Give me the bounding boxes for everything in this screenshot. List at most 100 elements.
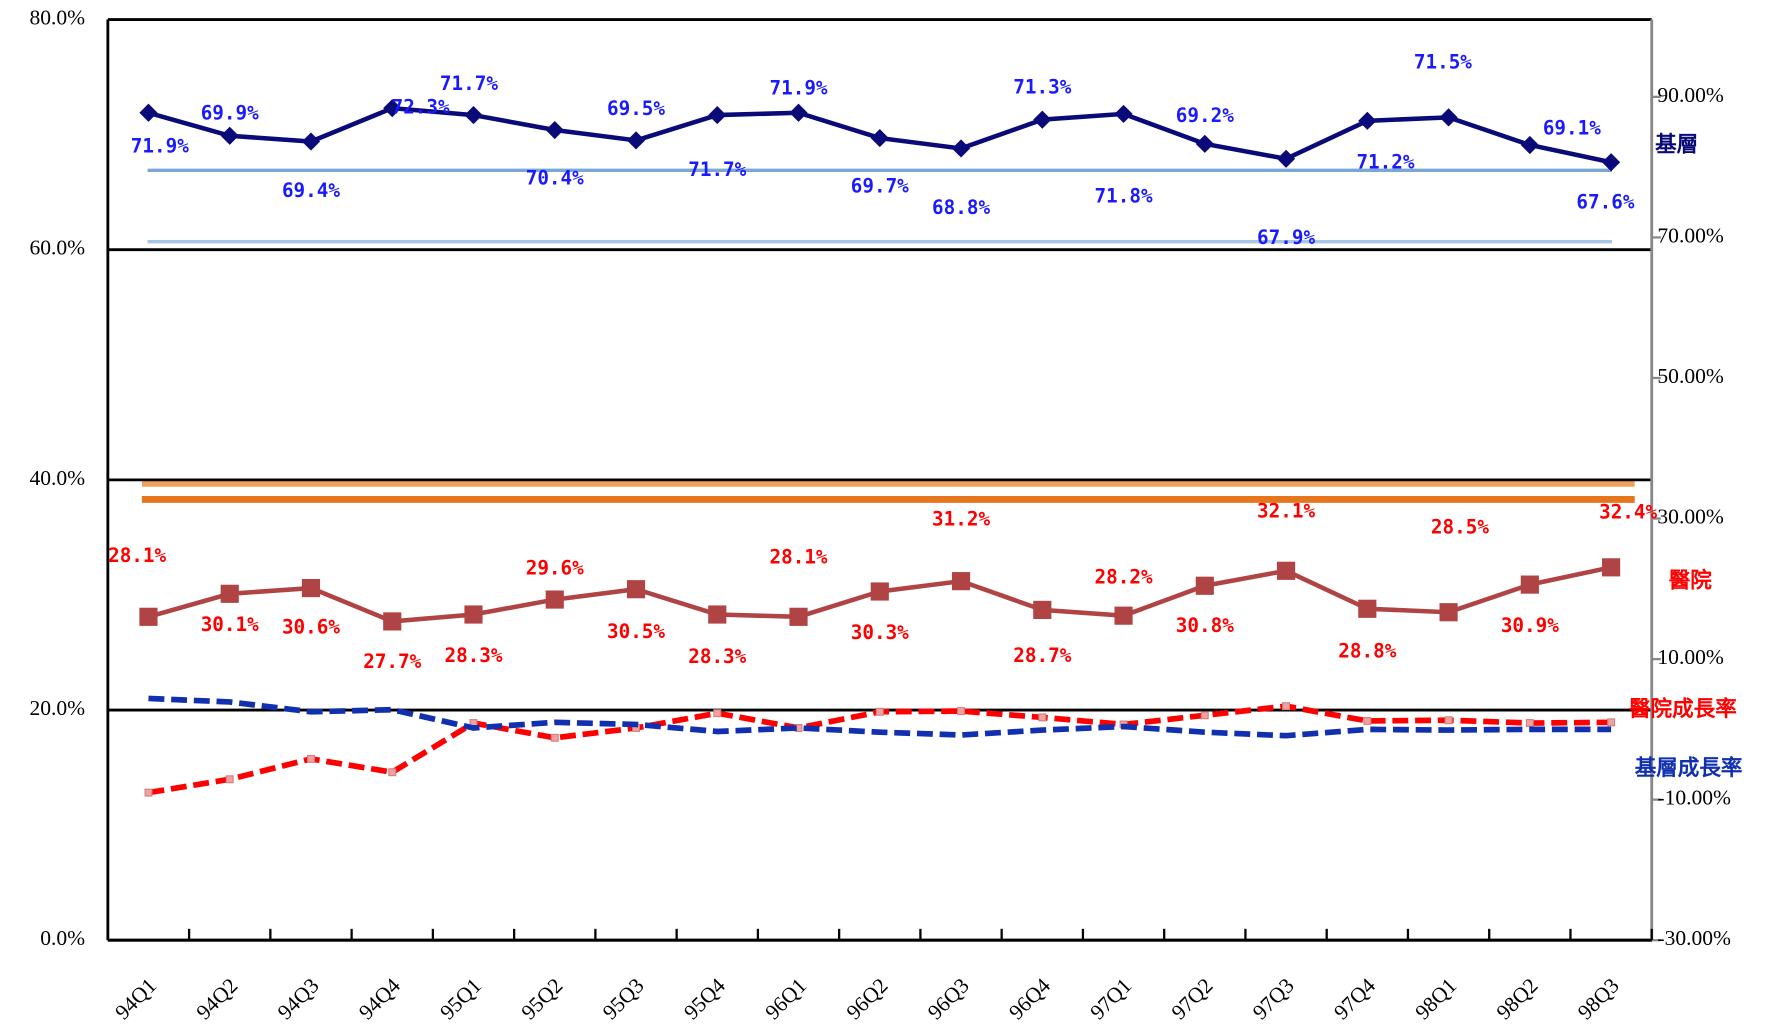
data-label: 69.4% bbox=[282, 179, 340, 202]
y-tick-label: 80.0% bbox=[29, 6, 85, 30]
data-label: 30.1% bbox=[201, 613, 259, 636]
x-tick-label: 98Q2 bbox=[1492, 973, 1543, 1024]
point bbox=[1282, 702, 1291, 711]
point bbox=[708, 605, 727, 624]
point bbox=[708, 105, 727, 125]
y2-tick-label: -30.00% bbox=[1657, 926, 1731, 950]
y-tick-label: 20.0% bbox=[29, 696, 85, 720]
series-line bbox=[148, 695, 1612, 739]
y2-tick-label: 30.00% bbox=[1657, 504, 1723, 528]
point bbox=[1525, 719, 1534, 728]
data-label: 28.8% bbox=[1338, 639, 1396, 662]
x-tick-label: 94Q4 bbox=[354, 973, 405, 1024]
data-label: 70.4% bbox=[526, 166, 584, 189]
y2-tick-label: 90.00% bbox=[1657, 83, 1723, 107]
point bbox=[870, 582, 889, 601]
point bbox=[1033, 110, 1052, 129]
data-label: 71.2% bbox=[1356, 150, 1414, 173]
data-label: 30.9% bbox=[1501, 614, 1559, 637]
point bbox=[383, 99, 402, 118]
data-label: 30.8% bbox=[1176, 614, 1234, 637]
point bbox=[301, 578, 321, 598]
point bbox=[626, 131, 646, 150]
y-tick-label: 40.0% bbox=[29, 466, 85, 490]
x-tick-label: 98Q3 bbox=[1573, 973, 1624, 1024]
point bbox=[545, 590, 564, 609]
series-name: 基層成長率 bbox=[1635, 755, 1743, 781]
point bbox=[464, 605, 483, 624]
point bbox=[383, 612, 402, 631]
x-tick-label: 96Q2 bbox=[842, 973, 893, 1024]
y-tick-label: 60.0% bbox=[29, 236, 85, 260]
point bbox=[1358, 599, 1377, 618]
point bbox=[875, 707, 884, 716]
data-label: 32.4% bbox=[1599, 500, 1657, 523]
point bbox=[1033, 600, 1052, 619]
x-tick-label: 97Q1 bbox=[1085, 973, 1136, 1024]
point bbox=[957, 707, 966, 716]
x-tick-label: 98Q1 bbox=[1410, 973, 1461, 1024]
point bbox=[713, 709, 722, 718]
point bbox=[1520, 575, 1539, 594]
x-tick-label: 97Q4 bbox=[1329, 973, 1380, 1024]
point bbox=[1114, 606, 1133, 625]
data-label: 72.3% bbox=[392, 96, 450, 119]
y2-tick-label: 50.00% bbox=[1657, 364, 1723, 388]
point bbox=[1439, 603, 1458, 622]
data-label: 71.9% bbox=[770, 76, 828, 99]
point bbox=[1038, 713, 1047, 722]
point bbox=[1439, 108, 1458, 127]
series-name: 醫院 bbox=[1669, 567, 1713, 593]
data-label: 30.3% bbox=[851, 621, 909, 644]
point bbox=[139, 607, 158, 626]
point bbox=[1520, 135, 1539, 155]
data-label: 29.6% bbox=[526, 556, 584, 579]
point bbox=[1363, 716, 1372, 725]
series-name: 基層 bbox=[1655, 133, 1698, 158]
data-label: 69.7% bbox=[851, 174, 909, 197]
y2-tick-label: 10.00% bbox=[1657, 645, 1723, 669]
point bbox=[301, 132, 321, 151]
point bbox=[870, 129, 889, 148]
x-tick-label: 97Q3 bbox=[1248, 973, 1299, 1024]
data-label: 27.7% bbox=[363, 650, 421, 673]
data-label: 69.9% bbox=[201, 102, 259, 125]
data-label: 28.2% bbox=[1095, 566, 1153, 589]
data-label: 30.5% bbox=[607, 620, 665, 643]
point bbox=[1195, 134, 1214, 153]
point bbox=[1276, 149, 1296, 168]
point bbox=[220, 584, 239, 603]
data-label: 69.2% bbox=[1176, 104, 1234, 127]
y2-tick-label: 70.00% bbox=[1657, 223, 1723, 247]
x-tick-label: 94Q2 bbox=[192, 973, 243, 1024]
point bbox=[1358, 111, 1377, 130]
data-label: 32.1% bbox=[1257, 499, 1315, 522]
data-label: 28.3% bbox=[688, 645, 746, 668]
series-line bbox=[148, 703, 1612, 796]
data-label: 68.8% bbox=[932, 196, 990, 219]
data-label: 31.2% bbox=[932, 507, 990, 530]
x-tick-label: 97Q2 bbox=[1167, 973, 1218, 1024]
point bbox=[951, 139, 971, 158]
point bbox=[307, 754, 315, 763]
x-tick-label: 96Q4 bbox=[1004, 973, 1055, 1024]
point bbox=[545, 120, 564, 140]
point bbox=[1602, 558, 1621, 577]
point bbox=[626, 580, 646, 599]
data-label: 28.3% bbox=[444, 644, 502, 667]
point bbox=[1444, 716, 1453, 725]
x-tick-label: 95Q4 bbox=[679, 973, 730, 1024]
point bbox=[144, 788, 153, 797]
data-label: 71.5% bbox=[1414, 50, 1472, 73]
data-label: 67.6% bbox=[1576, 191, 1634, 214]
point bbox=[550, 733, 559, 742]
data-label: 30.6% bbox=[282, 615, 340, 638]
x-tick-label: 95Q2 bbox=[517, 973, 568, 1024]
data-label: 28.1% bbox=[770, 545, 828, 568]
point bbox=[789, 103, 808, 122]
x-tick-label: 96Q1 bbox=[760, 973, 811, 1024]
point bbox=[464, 105, 483, 125]
series-name: 醫院成長率 bbox=[1629, 696, 1737, 722]
